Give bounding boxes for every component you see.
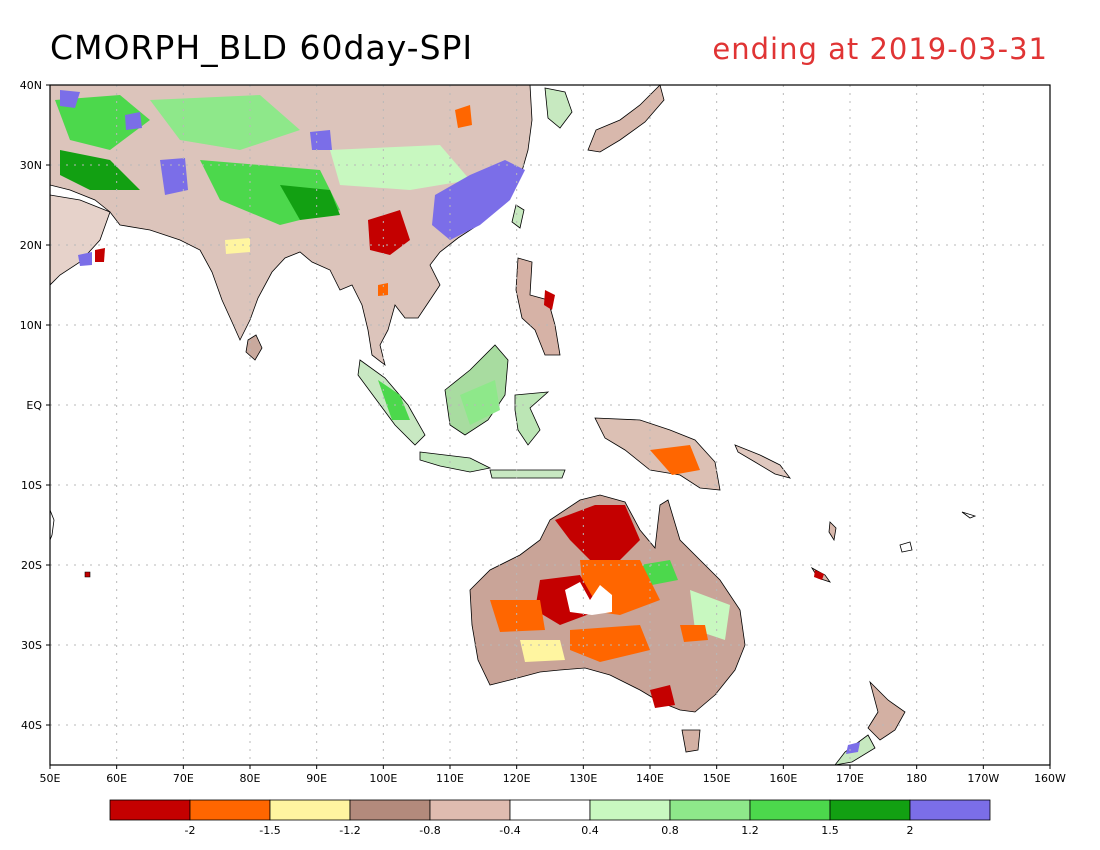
colorbar-label: 1.2 — [741, 824, 759, 837]
gridlines — [50, 85, 1050, 765]
lon-tick-label: 120E — [503, 772, 531, 785]
lon-tick-label: 160W — [1034, 772, 1066, 785]
land-tasmania — [681, 729, 701, 753]
land-philippines — [515, 257, 561, 356]
colorbar-label: -0.4 — [499, 824, 520, 837]
lat-tick-label: 20N — [20, 239, 42, 252]
lon-tick-label: 160E — [769, 772, 797, 785]
lon-tick-label: 140E — [636, 772, 664, 785]
colorbar: -2 -1.5 -1.2 -0.8 -0.4 0.4 0.8 1.2 1.5 2 — [109, 799, 991, 837]
lon-tick-label: 90E — [306, 772, 327, 785]
land-java — [419, 451, 492, 473]
land-sulawesi — [514, 391, 550, 446]
lat-tick-label: 30S — [21, 639, 42, 652]
land-japan — [587, 85, 665, 153]
colorbar-swatch — [909, 799, 991, 821]
land-fiji — [899, 541, 913, 553]
colorbar-label: 2 — [907, 824, 914, 837]
colorbar-label: -1.5 — [259, 824, 280, 837]
map-frame — [49, 84, 1051, 766]
land-vanuatu — [828, 521, 837, 542]
lat-tick-label: EQ — [26, 399, 42, 412]
land-madagascar-tip — [50, 509, 55, 541]
colorbar-swatch — [429, 799, 511, 821]
colorbar-label: 0.8 — [661, 824, 679, 837]
land-sri-lanka — [245, 334, 263, 361]
lon-tick-label: 60E — [106, 772, 127, 785]
colorbar-label: 0.4 — [581, 824, 599, 837]
lat-tick-label: 10S — [21, 479, 42, 492]
land-mauritius — [84, 571, 91, 578]
lat-tick-label: 20S — [21, 559, 42, 572]
lon-tick-label: 170E — [836, 772, 864, 785]
land-taiwan — [511, 204, 525, 229]
lon-tick-label: 70E — [173, 772, 194, 785]
lat-tick-label: 40S — [21, 719, 42, 732]
spi-wet-patches — [55, 90, 860, 754]
land-solomon — [734, 444, 792, 479]
land-arabia — [50, 194, 111, 286]
colorbar-swatch — [189, 799, 271, 821]
colorbar-swatch — [269, 799, 351, 821]
lon-tick-label: 50E — [40, 772, 61, 785]
map-subtitle: ending at 2019-03-31 — [712, 32, 1048, 66]
lon-tick-label: 180 — [906, 772, 927, 785]
land-samoa — [961, 511, 977, 519]
lon-tick-label: 110E — [436, 772, 464, 785]
lat-tick-label: 30N — [20, 159, 42, 172]
longitude-axis: 50E 60E 70E 80E 90E 100E 110E 120E 130E 140E 150E 1… — [40, 765, 1066, 785]
colorbar-label: -1.2 — [339, 824, 360, 837]
lon-tick-label: 150E — [703, 772, 731, 785]
map-title: CMORPH_BLD 60day-SPI — [50, 28, 474, 67]
land-korea — [544, 87, 573, 129]
spi-dry-patches — [95, 105, 824, 708]
latitude-axis: 40N 30N 20N 10N EQ 10S 20S 30S 40S — [20, 79, 50, 732]
colorbar-swatch — [589, 799, 671, 821]
lon-tick-label: 130E — [569, 772, 597, 785]
lat-tick-label: 40N — [20, 79, 42, 92]
colorbar-swatch — [829, 799, 911, 821]
colorbar-swatch — [669, 799, 751, 821]
land-lesser-sunda — [489, 469, 566, 479]
colorbar-swatch — [749, 799, 831, 821]
lat-tick-label: 10N — [20, 319, 42, 332]
colorbar-swatch — [109, 799, 191, 821]
colorbar-label: -2 — [185, 824, 196, 837]
colorbar-swatch — [349, 799, 431, 821]
lon-tick-label: 100E — [369, 772, 397, 785]
land-new-zealand — [867, 680, 906, 741]
colorbar-label: 1.5 — [821, 824, 839, 837]
colorbar-swatch — [509, 799, 591, 821]
colorbar-label: -0.8 — [419, 824, 440, 837]
lon-tick-label: 80E — [240, 772, 261, 785]
lon-tick-label: 170W — [967, 772, 999, 785]
